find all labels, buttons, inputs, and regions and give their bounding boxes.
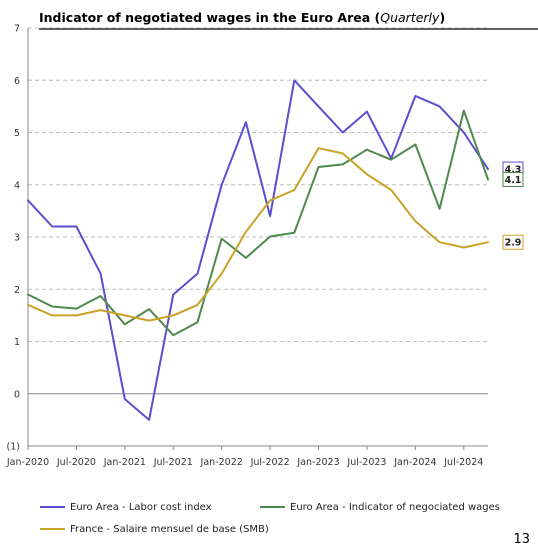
x-tick-label: Jul-2022 xyxy=(250,457,290,468)
x-tick-label: Jul-2024 xyxy=(443,457,483,468)
x-tick-label: Jan-2024 xyxy=(393,457,436,468)
x-tick-label: Jul-2023 xyxy=(346,457,386,468)
end-labels: 4.34.1 2.9 xyxy=(502,161,524,250)
y-tick-label: 4 xyxy=(14,180,20,191)
page-number: 13 xyxy=(513,532,530,547)
legend-label: France - Salaire mensuel de base (SMB) xyxy=(70,524,269,535)
series-line-2 xyxy=(27,109,489,337)
axes: (1) 0 1 2 3 4 5 6 7 Jan-2020 Jul-2020 Jan-2021 Jul-2… xyxy=(6,24,488,468)
y-tick-label: 7 xyxy=(14,24,20,35)
series-lines xyxy=(27,79,489,421)
x-tick-label: Jan-2020 xyxy=(6,457,49,468)
y-tick-label: 2 xyxy=(14,285,20,296)
y-tick-label: 3 xyxy=(14,233,20,244)
x-tick-label: Jul-2020 xyxy=(56,457,96,468)
legend-label: Euro Area - Indicator of negociated wage… xyxy=(290,502,500,513)
y-tick-label: 1 xyxy=(14,337,20,348)
x-tick-label: Jul-2021 xyxy=(153,457,193,468)
y-tick-label: (1) xyxy=(7,442,20,453)
end-label-3: 2.9 xyxy=(502,234,524,250)
end-label-value: 4.1 xyxy=(505,175,522,186)
end-label-2: 4.1 xyxy=(502,172,524,188)
chart-title: Indicator of negotiated wages in the Eur… xyxy=(39,10,445,25)
legend-item-1: Euro Area - Labor cost index xyxy=(40,502,212,513)
legend-label: Euro Area - Labor cost index xyxy=(70,502,212,513)
series-line-1 xyxy=(27,79,489,421)
end-label-box xyxy=(502,234,524,250)
series-line-3 xyxy=(27,147,489,322)
y-tick-label: 6 xyxy=(14,76,20,87)
x-tick-label: Jan-2022 xyxy=(200,457,243,468)
gridlines xyxy=(28,27,488,342)
y-tick-label: 5 xyxy=(14,128,20,139)
x-tick-label: Jan-2021 xyxy=(103,457,146,468)
end-label-value: 4.3 xyxy=(505,165,522,176)
y-tick-label: 0 xyxy=(14,389,20,400)
end-label-box xyxy=(502,172,524,188)
legend-item-3: France - Salaire mensuel de base (SMB) xyxy=(40,524,269,535)
end-label-value: 2.9 xyxy=(505,238,522,249)
legend-item-2: Euro Area - Indicator of negociated wage… xyxy=(260,502,500,513)
x-tick-label: Jan-2023 xyxy=(296,457,339,468)
legend: Euro Area - Labor cost index Euro Area - … xyxy=(40,502,500,535)
